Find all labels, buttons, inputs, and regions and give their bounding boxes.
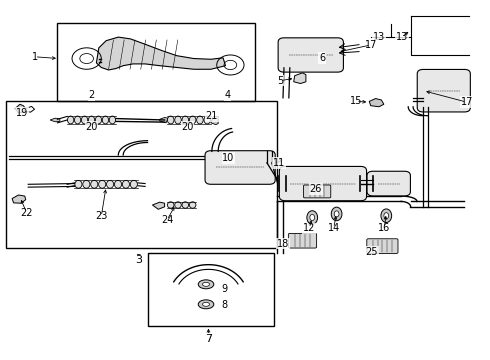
Ellipse shape [75,180,82,188]
Ellipse shape [307,211,318,224]
Text: 13: 13 [396,32,408,42]
Text: 14: 14 [327,223,340,233]
FancyBboxPatch shape [417,69,470,112]
Text: 20: 20 [85,122,98,132]
Ellipse shape [331,207,342,221]
Text: 12: 12 [303,223,316,233]
Ellipse shape [122,180,129,188]
Ellipse shape [384,213,389,219]
Text: 26: 26 [310,184,322,194]
FancyBboxPatch shape [288,233,317,248]
Ellipse shape [130,180,137,188]
Text: 8: 8 [221,300,227,310]
Text: 11: 11 [273,158,285,168]
Polygon shape [152,202,165,209]
FancyBboxPatch shape [278,38,343,72]
Text: 21: 21 [206,111,218,121]
Ellipse shape [175,202,181,208]
Ellipse shape [88,116,95,124]
Ellipse shape [115,180,122,188]
Text: 25: 25 [366,247,378,257]
Ellipse shape [182,116,189,124]
Text: 10: 10 [222,153,235,163]
Text: 9: 9 [221,284,227,294]
Text: 22: 22 [21,208,33,218]
Ellipse shape [202,302,210,306]
Text: 17: 17 [365,40,377,50]
Ellipse shape [106,180,114,188]
Polygon shape [15,104,26,113]
Ellipse shape [310,215,315,221]
Text: 7: 7 [205,333,212,343]
Polygon shape [160,117,168,123]
Ellipse shape [91,180,98,188]
Text: 20: 20 [181,122,194,132]
FancyBboxPatch shape [367,239,398,253]
Bar [6,102,277,248]
Text: 2: 2 [88,90,95,100]
Text: 1: 1 [31,52,38,62]
Text: 24: 24 [161,215,173,225]
Text: 17: 17 [461,97,473,107]
Ellipse shape [204,116,211,124]
Ellipse shape [74,116,81,124]
Ellipse shape [182,202,189,208]
Polygon shape [211,116,218,125]
Text: 5: 5 [277,76,283,86]
Ellipse shape [96,116,101,124]
Text: 4: 4 [224,90,230,100]
Text: 18: 18 [277,239,289,249]
Text: 19: 19 [16,108,28,118]
Text: 6: 6 [319,53,325,63]
Ellipse shape [81,116,88,124]
Ellipse shape [189,116,196,124]
Ellipse shape [175,116,181,124]
FancyBboxPatch shape [279,166,367,201]
Ellipse shape [109,116,116,124]
Text: 23: 23 [95,211,107,221]
Text: 3: 3 [136,254,142,264]
Ellipse shape [168,116,174,124]
FancyBboxPatch shape [367,171,411,196]
Text: 7: 7 [205,334,212,344]
Text: 13: 13 [373,32,385,42]
Ellipse shape [381,209,392,222]
Ellipse shape [202,282,210,286]
Ellipse shape [196,116,203,124]
Text: 3: 3 [135,255,142,265]
Polygon shape [50,118,60,122]
FancyBboxPatch shape [205,151,275,184]
Text: 15: 15 [350,96,362,107]
FancyBboxPatch shape [303,185,331,198]
Ellipse shape [98,180,106,188]
Ellipse shape [102,116,109,124]
Polygon shape [369,99,384,107]
Bar [147,253,274,327]
Polygon shape [294,73,306,84]
Ellipse shape [189,202,196,208]
Ellipse shape [168,202,174,208]
Ellipse shape [83,180,90,188]
Ellipse shape [334,211,339,217]
Ellipse shape [198,300,214,309]
Ellipse shape [198,280,214,289]
Ellipse shape [68,116,74,124]
Polygon shape [12,195,26,203]
Text: 16: 16 [378,223,391,233]
Bar [57,23,255,102]
Polygon shape [97,37,225,70]
